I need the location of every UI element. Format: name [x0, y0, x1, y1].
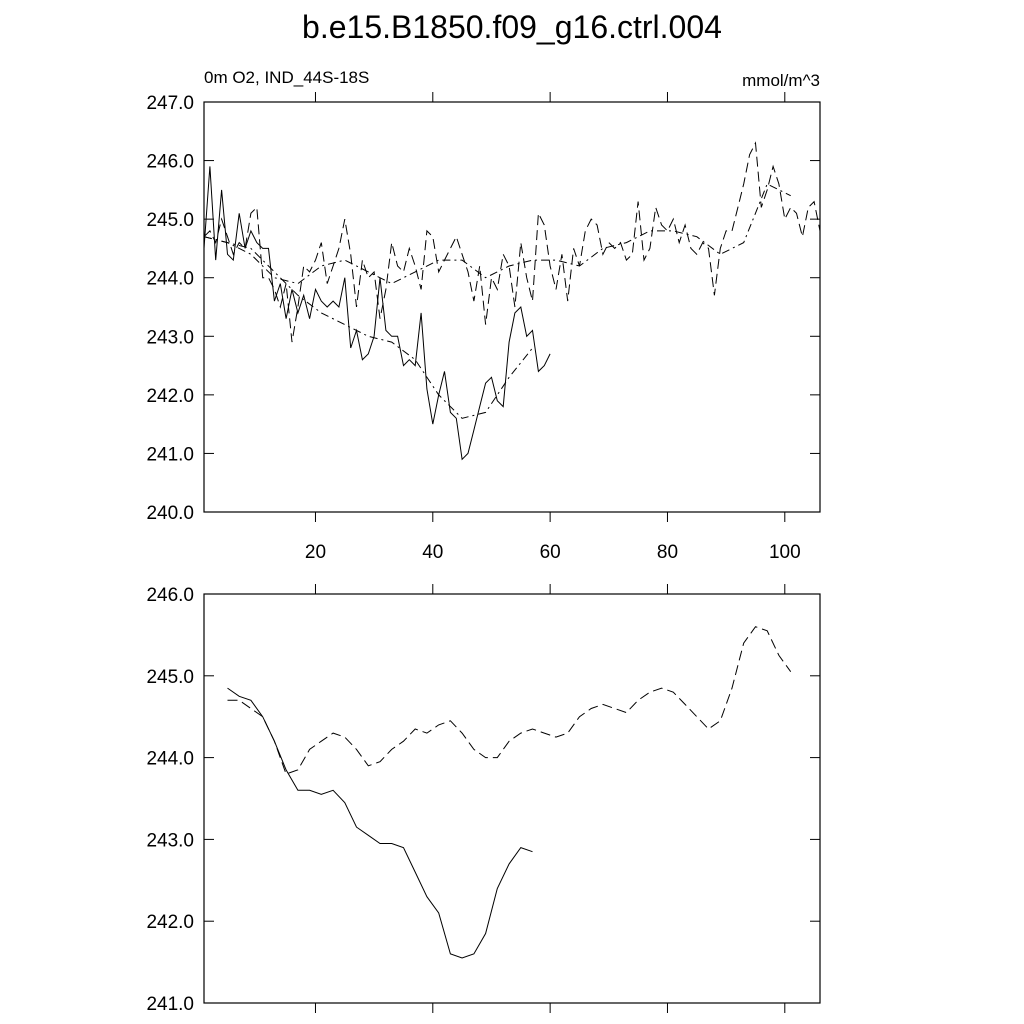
- series-line: [203, 141, 821, 343]
- x-tick-label: 100: [769, 542, 801, 563]
- y-tick-label: 245.0: [146, 667, 194, 688]
- y-tick-label: 243.0: [146, 327, 194, 348]
- y-tick-label: 240.0: [146, 503, 194, 524]
- y-tick-label: 246.0: [146, 585, 194, 606]
- series-line: [203, 166, 551, 461]
- x-tick-label: 40: [422, 542, 443, 563]
- plot-frame: [203, 101, 821, 513]
- y-tick-label: 244.0: [146, 749, 194, 770]
- y-tick-label: 242.0: [146, 386, 194, 407]
- y-tick-label: 242.0: [146, 912, 194, 933]
- y-tick-label: 244.0: [146, 269, 194, 290]
- x-tick-label: 20: [305, 542, 326, 563]
- x-tick-label: 60: [540, 542, 561, 563]
- chart-title: b.e15.B1850.f09_g16.ctrl.004: [302, 9, 722, 45]
- y-tick-label: 247.0: [146, 93, 194, 114]
- subtitle-right: mmol/m^3: [742, 71, 820, 90]
- x-tick-label: 80: [657, 542, 678, 563]
- series-line: [203, 236, 533, 419]
- y-tick-label: 241.0: [146, 994, 194, 1015]
- series-line: [227, 626, 792, 775]
- series-line: [227, 687, 533, 959]
- series-line: [203, 183, 791, 285]
- plot-frame: [203, 593, 821, 1004]
- y-tick-label: 245.0: [146, 210, 194, 231]
- y-tick-label: 241.0: [146, 444, 194, 465]
- y-tick-label: 246.0: [146, 152, 194, 173]
- y-tick-label: 243.0: [146, 830, 194, 851]
- subtitle-left: 0m O2, IND_44S-18S: [204, 68, 369, 87]
